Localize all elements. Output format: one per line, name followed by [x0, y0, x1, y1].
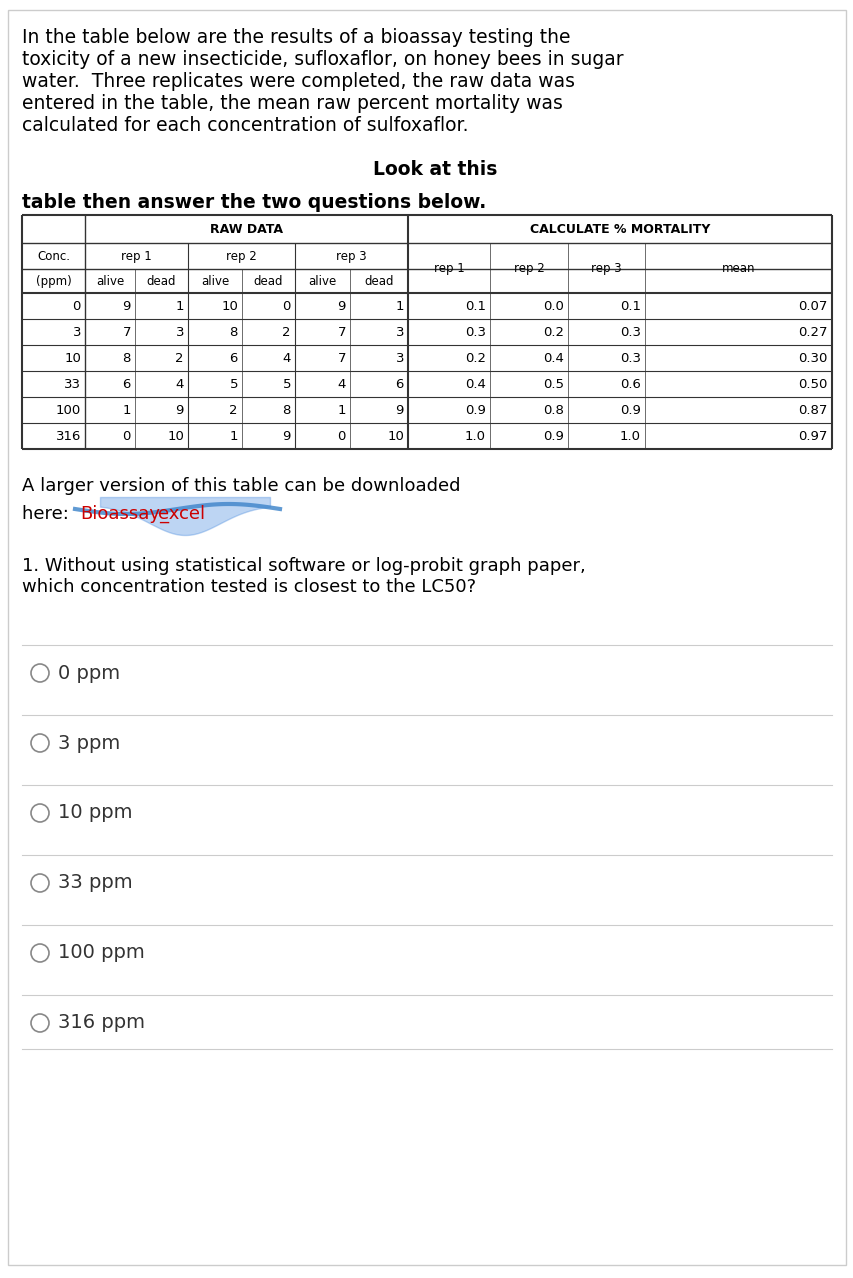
Text: Conc.: Conc. — [37, 249, 70, 262]
Text: 4: 4 — [282, 351, 291, 364]
Text: 5: 5 — [229, 377, 238, 391]
Text: 0.9: 0.9 — [619, 404, 641, 417]
Text: 0.07: 0.07 — [798, 299, 827, 313]
Text: 2: 2 — [229, 404, 238, 417]
Text: 7: 7 — [337, 326, 345, 339]
Text: 8: 8 — [229, 326, 238, 339]
Text: 10: 10 — [386, 429, 403, 442]
Text: 0.1: 0.1 — [619, 299, 641, 313]
Text: 9: 9 — [337, 299, 345, 313]
Text: 0.6: 0.6 — [619, 377, 641, 391]
Text: CALCULATE % MORTALITY: CALCULATE % MORTALITY — [529, 222, 710, 235]
Text: 0.3: 0.3 — [619, 326, 641, 339]
Text: 10 ppm: 10 ppm — [58, 804, 132, 823]
Text: 10: 10 — [221, 299, 238, 313]
Text: dead: dead — [147, 275, 176, 288]
Text: 0.4: 0.4 — [465, 377, 485, 391]
Text: 0.0: 0.0 — [543, 299, 563, 313]
Text: 3: 3 — [73, 326, 81, 339]
Text: 0.87: 0.87 — [798, 404, 827, 417]
Text: 1.0: 1.0 — [619, 429, 641, 442]
Text: 1: 1 — [176, 299, 183, 313]
Text: alive: alive — [96, 275, 124, 288]
Text: 6: 6 — [229, 351, 238, 364]
Text: 4: 4 — [176, 377, 183, 391]
Text: 0: 0 — [123, 429, 131, 442]
Text: 0.9: 0.9 — [543, 429, 563, 442]
Text: 8: 8 — [123, 351, 131, 364]
Text: 2: 2 — [282, 326, 291, 339]
Text: 0.4: 0.4 — [543, 351, 563, 364]
Text: rep 3: rep 3 — [590, 262, 621, 275]
Text: 0 ppm: 0 ppm — [58, 663, 120, 682]
Text: RAW DATA: RAW DATA — [210, 222, 282, 235]
Text: excel: excel — [158, 505, 205, 523]
Text: 1.0: 1.0 — [464, 429, 485, 442]
Text: 0.3: 0.3 — [464, 326, 485, 339]
Text: 3 ppm: 3 ppm — [58, 734, 120, 753]
Text: 6: 6 — [123, 377, 131, 391]
Text: 3: 3 — [395, 326, 403, 339]
Text: rep 3: rep 3 — [336, 249, 367, 262]
Text: 0.2: 0.2 — [543, 326, 563, 339]
Text: 1: 1 — [229, 429, 238, 442]
Text: 0.1: 0.1 — [464, 299, 485, 313]
Text: 6: 6 — [395, 377, 403, 391]
Text: 7: 7 — [122, 326, 131, 339]
Text: table then answer the two questions below.: table then answer the two questions belo… — [22, 193, 485, 212]
Text: dead: dead — [364, 275, 393, 288]
Text: In the table below are the results of a bioassay testing the
toxicity of a new i: In the table below are the results of a … — [22, 28, 623, 135]
Text: 9: 9 — [123, 299, 131, 313]
Text: 0.30: 0.30 — [798, 351, 827, 364]
Text: 33: 33 — [64, 377, 81, 391]
Text: 9: 9 — [395, 404, 403, 417]
Text: Bioassay_: Bioassay_ — [80, 505, 169, 523]
Text: 0.50: 0.50 — [798, 377, 827, 391]
Text: A larger version of this table can be downloaded: A larger version of this table can be do… — [22, 477, 460, 495]
Text: 316: 316 — [55, 429, 81, 442]
Text: 0.27: 0.27 — [798, 326, 827, 339]
Text: rep 2: rep 2 — [226, 249, 257, 262]
Text: 0.9: 0.9 — [465, 404, 485, 417]
Text: 2: 2 — [176, 351, 183, 364]
Text: 0.97: 0.97 — [798, 429, 827, 442]
Text: 1: 1 — [395, 299, 403, 313]
Text: 0.2: 0.2 — [464, 351, 485, 364]
Text: Look at this: Look at this — [22, 160, 496, 179]
Text: 0: 0 — [73, 299, 81, 313]
Text: 0.8: 0.8 — [543, 404, 563, 417]
Text: 9: 9 — [176, 404, 183, 417]
Text: (ppm): (ppm) — [36, 275, 72, 288]
Text: 3: 3 — [176, 326, 183, 339]
Text: 316 ppm: 316 ppm — [58, 1013, 145, 1033]
Text: 100 ppm: 100 ppm — [58, 943, 144, 962]
Text: rep 2: rep 2 — [513, 262, 543, 275]
Text: 8: 8 — [282, 404, 291, 417]
Text: 10: 10 — [167, 429, 183, 442]
Text: 7: 7 — [337, 351, 345, 364]
Text: alive: alive — [200, 275, 229, 288]
Text: alive: alive — [308, 275, 336, 288]
Text: rep 1: rep 1 — [433, 262, 464, 275]
Text: 1: 1 — [122, 404, 131, 417]
Text: 0: 0 — [282, 299, 291, 313]
Text: 5: 5 — [282, 377, 291, 391]
Text: 33 ppm: 33 ppm — [58, 873, 132, 892]
Text: 1. Without using statistical software or log-probit graph paper,
which concentra: 1. Without using statistical software or… — [22, 557, 585, 596]
Text: 10: 10 — [64, 351, 81, 364]
Text: here:: here: — [22, 505, 74, 523]
Text: 100: 100 — [55, 404, 81, 417]
Text: dead: dead — [253, 275, 283, 288]
Text: 3: 3 — [395, 351, 403, 364]
Text: mean: mean — [721, 262, 754, 275]
Text: 4: 4 — [337, 377, 345, 391]
Text: 9: 9 — [282, 429, 291, 442]
Text: 0.3: 0.3 — [619, 351, 641, 364]
Text: 1: 1 — [337, 404, 345, 417]
Text: 0: 0 — [337, 429, 345, 442]
Text: 0.5: 0.5 — [543, 377, 563, 391]
Text: rep 1: rep 1 — [121, 249, 152, 262]
